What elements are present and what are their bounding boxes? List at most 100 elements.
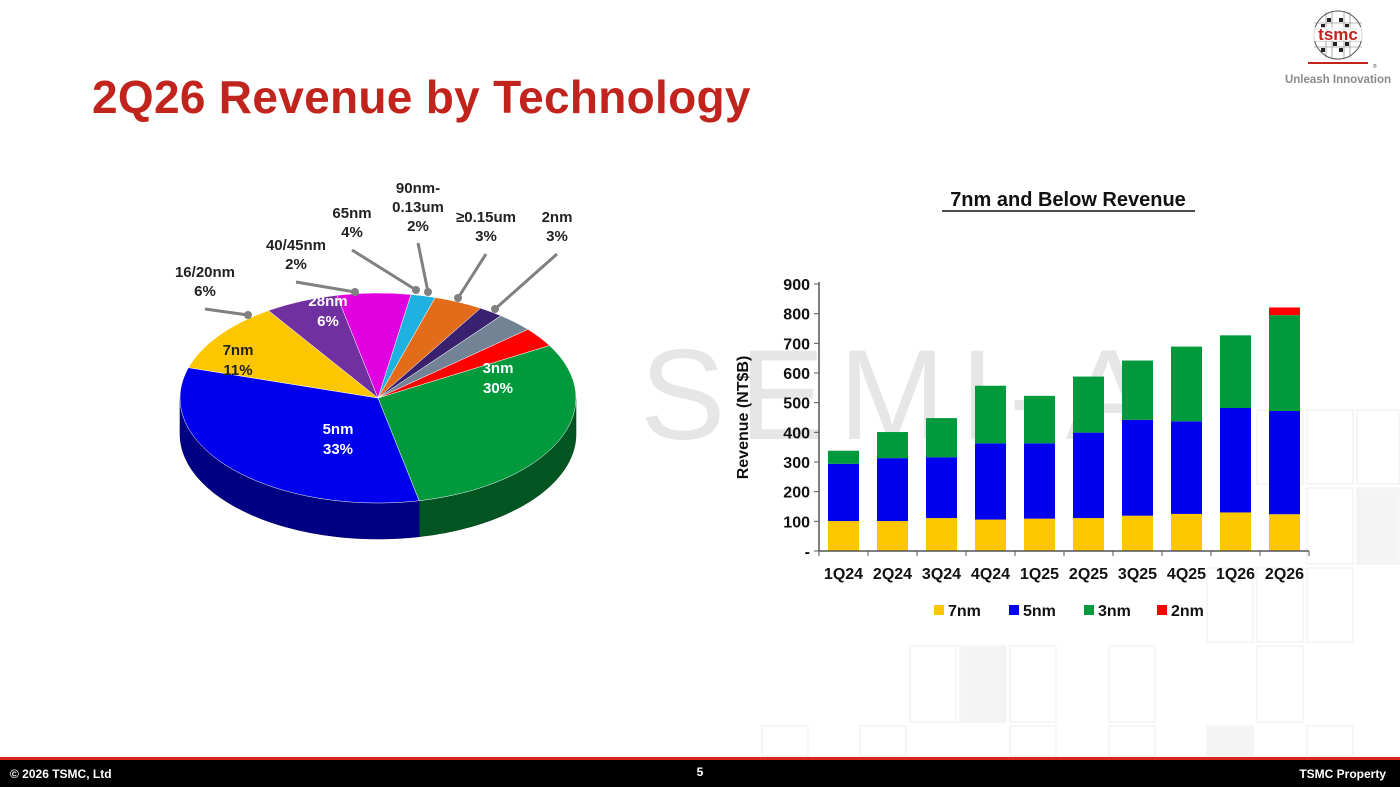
bar-3nm-3Q24 [926, 418, 957, 458]
pie-leader-dot-3 [244, 311, 252, 319]
bar-3nm-1Q26 [1220, 335, 1251, 409]
pie-label-3-0: 16/20nm [175, 264, 235, 281]
bar-7nm-3Q24 [926, 518, 957, 551]
bar-5nm-1Q26 [1220, 408, 1251, 513]
pie-label-6-1: 4% [341, 224, 363, 241]
bar-7nm-2Q25 [1073, 518, 1104, 551]
legend-label-3nm: 3nm [1098, 603, 1131, 620]
pie-label-9-0: 2nm [542, 209, 573, 226]
bar-7nm-1Q24 [828, 521, 859, 551]
page-title: 2Q26 Revenue by Technology [92, 71, 751, 123]
pie-label-5-0: 40/45nm [266, 237, 326, 254]
bar-3nm-1Q24 [828, 450, 859, 464]
legend-label-2nm: 2nm [1171, 603, 1204, 620]
y-tick-label: - [805, 544, 810, 561]
footer-page-number: 5 [696, 765, 704, 779]
pie-slice-2 [188, 310, 379, 399]
pie-leader-dot-5 [351, 288, 359, 296]
y-tick-label: 200 [783, 485, 810, 502]
revenue-bar-chart: 7nm and Below Revenue Revenue (NT$B) - 100 2… [735, 189, 1310, 620]
pie-label-0-0: 3nm [483, 360, 514, 377]
legend-swatch-5nm [1009, 605, 1019, 615]
footer-copyright: © 2026 TSMC, Ltd [10, 767, 112, 781]
y-tick-label: 400 [783, 425, 810, 442]
bar-7nm-2Q24 [877, 521, 908, 551]
bar-5nm-4Q24 [975, 443, 1006, 520]
bar-stacks [828, 307, 1300, 551]
footer: © 2026 TSMC, Ltd 5 TSMC Property [0, 760, 1400, 787]
bar-3nm-1Q25 [1024, 395, 1055, 444]
x-tick-label: 1Q26 [1216, 566, 1255, 583]
pie-leader-line-5 [295, 280, 356, 294]
y-axis-label: Revenue (NT$B) [735, 356, 752, 480]
pie-slice-1 [179, 367, 420, 504]
y-axis: - 100 200 300 400 500 600 700 800 900 [783, 277, 820, 561]
technology-pie-chart: 3nm 30% 5nm 33% 7nm 11% 16/20nm 6% 28nm 6% 40/45nm… [175, 180, 577, 540]
pie-label-8-1: 3% [475, 228, 497, 245]
bar-5nm-2Q25 [1073, 432, 1104, 519]
logo-tagline: Unleash Innovation [1284, 74, 1392, 86]
bar-3nm-3Q25 [1122, 360, 1153, 420]
pie-label-7-0: 90nm- [396, 180, 440, 197]
bar-chart-title: 7nm and Below Revenue [950, 189, 1186, 211]
bar-5nm-1Q25 [1024, 443, 1055, 519]
legend-swatch-3nm [1084, 605, 1094, 615]
bar-5nm-2Q26 [1269, 410, 1300, 515]
x-tick-label: 2Q24 [873, 566, 912, 583]
pie-leader-line-9 [494, 252, 558, 311]
x-tick-label: 4Q25 [1167, 566, 1206, 583]
x-tick-label: 2Q25 [1069, 566, 1108, 583]
y-tick-label: 500 [783, 396, 810, 413]
legend-label-5nm: 5nm [1023, 603, 1056, 620]
x-tick-label: 2Q26 [1265, 566, 1304, 583]
background-tiles [761, 409, 1400, 757]
bar-3nm-2Q24 [877, 432, 908, 459]
y-tick-label: 900 [783, 277, 810, 294]
svg-text:®: ® [1373, 63, 1377, 70]
y-tick-label: 100 [783, 514, 810, 531]
pie-label-1-0: 5nm [323, 421, 354, 438]
pie-label-9-1: 3% [546, 228, 568, 245]
bar-3nm-4Q25 [1171, 346, 1202, 422]
x-tick-label: 4Q24 [971, 566, 1010, 583]
pie-leader-dot-7 [424, 288, 432, 296]
pie-labels: 3nm 30% 5nm 33% 7nm 11% 16/20nm 6% 28nm 6% 40/45nm… [175, 180, 572, 458]
pie-slice-9 [377, 329, 550, 399]
pie-label-7-1: 0.13um [392, 199, 444, 216]
pie-label-1-1: 33% [323, 441, 353, 458]
y-tick-label: 300 [783, 455, 810, 472]
y-tick-label: 700 [783, 336, 810, 353]
pie-label-2-1: 11% [223, 362, 252, 379]
x-tick-label: 1Q24 [824, 566, 863, 583]
bar-7nm-4Q25 [1171, 513, 1202, 551]
bar-5nm-4Q25 [1171, 421, 1202, 514]
footer-property: TSMC Property [1299, 767, 1386, 781]
pie-label-7-2: 2% [407, 218, 429, 235]
pie-slice-0 [377, 345, 577, 501]
bar-3nm-4Q24 [975, 385, 1006, 444]
pie-label-4-0: 28nm [308, 293, 347, 310]
legend-label-7nm: 7nm [948, 603, 981, 620]
legend-swatch-2nm [1157, 605, 1167, 615]
logo-text: tsmc [1318, 25, 1358, 44]
bar-2nm-2Q26 [1269, 307, 1300, 316]
bar-7nm-1Q26 [1220, 512, 1251, 551]
pie-leader-line-7 [416, 242, 430, 293]
bar-3nm-2Q26 [1269, 315, 1300, 411]
bar-7nm-3Q25 [1122, 515, 1153, 551]
tsmc-logo: tsmc ® [1302, 10, 1377, 70]
bar-5nm-3Q24 [926, 457, 957, 519]
pie-label-5-1: 2% [285, 256, 307, 273]
bar-3nm-2Q25 [1073, 376, 1104, 433]
pie-label-4-1: 6% [317, 313, 339, 330]
pie-leader-line-8 [456, 253, 488, 299]
y-tick-label: 600 [783, 366, 810, 383]
pie-leader-dot-6 [412, 286, 420, 294]
x-tick-label: 3Q24 [922, 566, 961, 583]
pie-slices [179, 292, 577, 504]
pie-label-6-0: 65nm [332, 205, 371, 222]
pie-label-0-1: 30% [483, 380, 513, 397]
bar-7nm-1Q25 [1024, 518, 1055, 551]
bar-legend: 7nm 5nm 3nm 2nm [934, 603, 1204, 620]
bar-7nm-4Q24 [975, 519, 1006, 551]
